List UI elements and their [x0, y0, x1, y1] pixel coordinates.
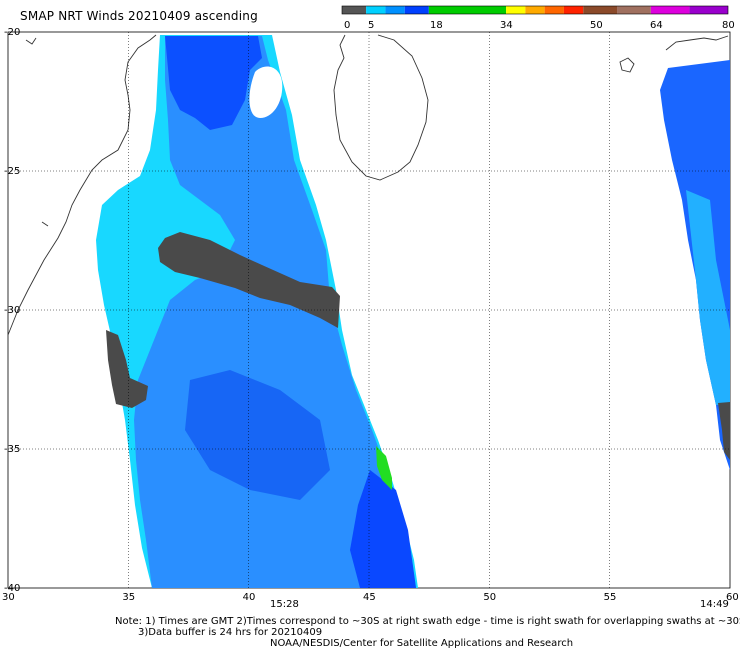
coast-fragment-1 [25, 37, 37, 45]
longitude-tick-label: 40 [243, 592, 256, 603]
colorbar-tick-label: 50 [590, 20, 603, 31]
right-swath-time: 14:49 [700, 599, 729, 610]
colorbar-segment [544, 6, 564, 14]
colorbar-ticks: 0 5 18 34 50 64 80 [344, 20, 735, 31]
africa-coast [7, 34, 157, 336]
colorbar-segment [650, 6, 690, 14]
colorbar-tick-label: 18 [430, 20, 443, 31]
footnote-line-1: Note: 1) Times are GMT 2)Times correspon… [115, 616, 740, 627]
footnote-line-2: 3)Data buffer is 24 hrs for 20210409 [138, 627, 323, 638]
axis-tick-labels: 30 35 40 45 50 55 60 -20 -25 -30 -35 -40 [2, 27, 739, 603]
map-title: SMAP NRT Winds 20210409 ascending [20, 9, 258, 23]
mascarene-coast [665, 35, 729, 51]
latitude-tick-label: -40 [4, 583, 20, 594]
latitude-tick-label: -35 [4, 444, 20, 455]
colorbar-segment [342, 6, 367, 14]
colorbar-segment [583, 6, 618, 14]
high-wind-patch [376, 446, 392, 490]
credit-line: NOAA/NESDIS/Center for Satellite Applica… [270, 638, 574, 649]
colorbar-segment [563, 6, 584, 14]
colorbar-tick-label: 64 [650, 20, 663, 31]
low-wind-band [158, 232, 340, 328]
colorbar-segments [342, 6, 728, 14]
colorbar-segment [366, 6, 386, 14]
swath-right-low [718, 402, 730, 460]
left-swath-time: 15:28 [270, 599, 299, 610]
colorbar-tick-label: 80 [722, 20, 735, 31]
colorbar-tick-label: 5 [368, 20, 374, 31]
latitude-tick-label: -25 [4, 166, 20, 177]
colorbar-segment [617, 6, 651, 14]
longitude-tick-label: 60 [726, 592, 739, 603]
low-wind-west [106, 330, 148, 408]
longitude-tick-label: 50 [483, 592, 496, 603]
colorbar-segment [689, 6, 728, 14]
longitude-tick-label: 35 [122, 592, 135, 603]
colorbar-segment [506, 6, 526, 14]
madagascar-coast [333, 34, 429, 181]
left-swath [96, 35, 418, 588]
colorbar-segment [428, 6, 507, 14]
colorbar-tick-label: 34 [500, 20, 513, 31]
colorbar-tick-label: 0 [344, 20, 350, 31]
colorbar-segment [385, 6, 405, 14]
coastlines [7, 34, 729, 336]
swath-right-cyan [686, 190, 730, 405]
coast-fragment-2 [41, 221, 49, 227]
latitude-tick-label: -30 [4, 305, 20, 316]
longitude-tick-label: 45 [363, 592, 376, 603]
longitude-tick-label: 55 [604, 592, 617, 603]
lat-lon-grid [8, 32, 730, 588]
colorbar-segment [525, 6, 545, 14]
swath-gap [249, 66, 283, 118]
wind-speed-colorbar: 0 5 18 34 50 64 80 [341, 5, 735, 31]
colorbar-segment [404, 6, 429, 14]
swath-deep-blue-bottom [350, 470, 416, 588]
longitude-tick-label: 30 [2, 592, 15, 603]
latitude-tick-label: -20 [4, 27, 20, 38]
swath-deep-blue-mid [185, 370, 330, 500]
swath-deep-blue-top [165, 36, 262, 130]
small-island [619, 57, 635, 73]
right-swath [660, 60, 730, 470]
